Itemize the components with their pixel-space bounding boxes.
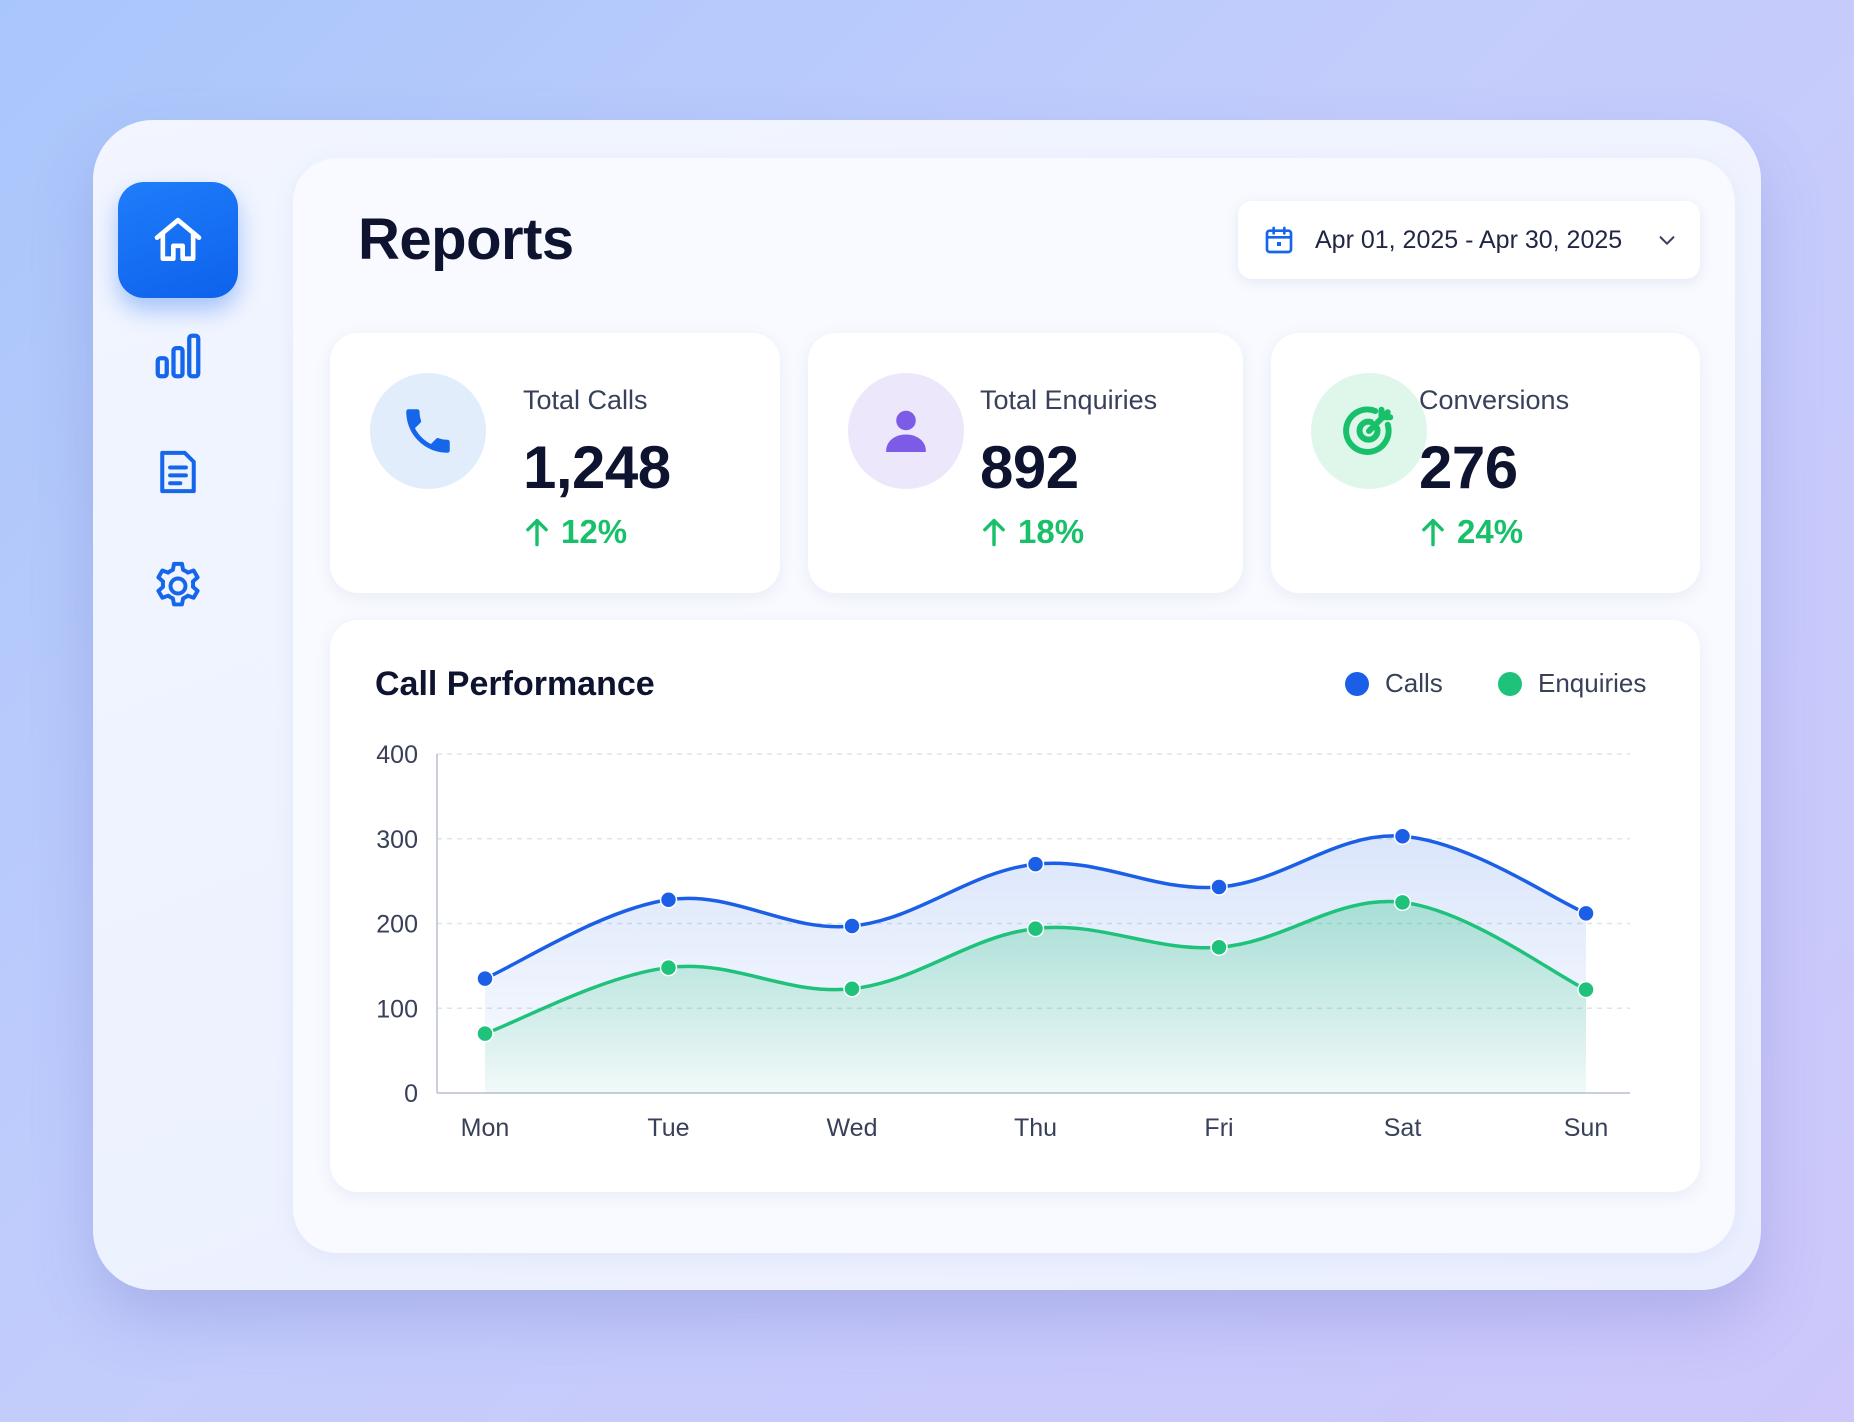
y-tick-label: 300 xyxy=(376,826,418,854)
target-icon xyxy=(1343,406,1394,455)
point-calls xyxy=(1393,827,1412,845)
arrow-up-icon xyxy=(983,518,1005,547)
chevron-down-icon xyxy=(1659,236,1675,245)
arrow-up-icon xyxy=(1422,518,1444,547)
x-tick-label: Tue xyxy=(647,1114,689,1142)
point-calls xyxy=(843,917,861,935)
point-enquiries xyxy=(1577,980,1595,999)
stat-value: 276 xyxy=(1419,434,1518,501)
x-tick-label: Sun xyxy=(1564,1114,1608,1142)
point-enquiries xyxy=(1393,893,1412,912)
stat-value: 1,248 xyxy=(523,434,671,501)
stat-change: 18% xyxy=(1018,513,1085,550)
point-calls xyxy=(476,969,494,988)
y-tick-label: 100 xyxy=(376,995,418,1023)
phone-icon xyxy=(406,409,450,453)
stat-value: 892 xyxy=(980,434,1079,501)
stat-label: Conversions xyxy=(1419,385,1570,415)
date-range-picker[interactable]: Apr 01, 2025 - Apr 30, 2025 xyxy=(1238,201,1700,279)
stat-change: 12% xyxy=(561,513,628,550)
x-tick-label: Thu xyxy=(1014,1114,1057,1142)
sidebar-item-settings[interactable] xyxy=(118,528,238,644)
calendar-icon xyxy=(1265,226,1293,254)
user-icon-circle xyxy=(848,373,964,489)
y-tick-label: 200 xyxy=(376,911,418,939)
sidebar-item-documents[interactable] xyxy=(118,414,238,530)
legend-swatch-calls xyxy=(1345,671,1369,696)
legend-item-enquiries[interactable]: Enquiries xyxy=(1498,668,1646,699)
bar-chart-icon xyxy=(155,333,201,379)
sidebar-item-home[interactable] xyxy=(118,182,238,298)
y-tick-label: 400 xyxy=(376,741,418,769)
point-calls xyxy=(1026,855,1045,873)
point-enquiries xyxy=(659,958,678,977)
stat-change: 24% xyxy=(1457,513,1524,550)
app-window: Reports Apr 01, 2025 - Apr 30, 2025 Tota… xyxy=(93,120,1761,1290)
point-enquiries xyxy=(843,980,861,998)
sidebar xyxy=(93,120,293,1290)
point-enquiries xyxy=(1210,938,1228,956)
stat-trend: 12% xyxy=(523,513,627,551)
stat-label: Total Enquiries xyxy=(980,385,1158,415)
line-chart: 0 100 200 300 400 Mon Tue Wed Thu Fri Sat Sun xyxy=(376,741,1630,1142)
stat-card-total-calls: Total Calls 1,248 12% xyxy=(330,333,780,593)
x-tick-label: Mon xyxy=(461,1114,510,1142)
x-tick-label: Fri xyxy=(1204,1114,1233,1142)
home-icon xyxy=(154,217,202,261)
document-icon xyxy=(160,450,196,494)
point-enquiries xyxy=(1026,919,1045,938)
stat-card-conversions: Conversions 276 24% xyxy=(1271,333,1700,593)
main-panel: Reports Apr 01, 2025 - Apr 30, 2025 Tota… xyxy=(293,158,1735,1253)
area-enquiries xyxy=(485,901,1586,1093)
target-icon-circle xyxy=(1311,373,1427,489)
point-enquiries xyxy=(476,1024,494,1043)
point-calls xyxy=(1577,904,1595,923)
gear-icon xyxy=(156,561,200,607)
phone-icon-circle xyxy=(370,373,486,489)
point-calls xyxy=(1210,878,1228,896)
legend-label: Enquiries xyxy=(1538,668,1647,698)
stat-trend: 24% xyxy=(1419,513,1523,551)
chart-title: Call Performance xyxy=(375,665,655,703)
user-icon xyxy=(886,410,926,452)
date-range-text: Apr 01, 2025 - Apr 30, 2025 xyxy=(1315,225,1623,254)
stat-label: Total Calls xyxy=(523,385,648,415)
call-performance-card: Call Performance Calls Enquiries xyxy=(330,620,1700,1192)
legend-label: Calls xyxy=(1385,668,1443,698)
page-title: Reports xyxy=(358,207,574,272)
arrow-up-icon xyxy=(526,518,548,547)
point-calls xyxy=(659,891,678,909)
legend-swatch-enquiries xyxy=(1498,671,1522,696)
sidebar-item-analytics[interactable] xyxy=(118,298,238,414)
legend-item-calls[interactable]: Calls xyxy=(1345,668,1443,699)
y-tick-label: 0 xyxy=(404,1080,418,1108)
x-tick-label: Sat xyxy=(1384,1114,1422,1142)
x-tick-label: Wed xyxy=(827,1114,878,1142)
stat-card-total-enquiries: Total Enquiries 892 18% xyxy=(808,333,1243,593)
stat-trend: 18% xyxy=(980,513,1084,551)
